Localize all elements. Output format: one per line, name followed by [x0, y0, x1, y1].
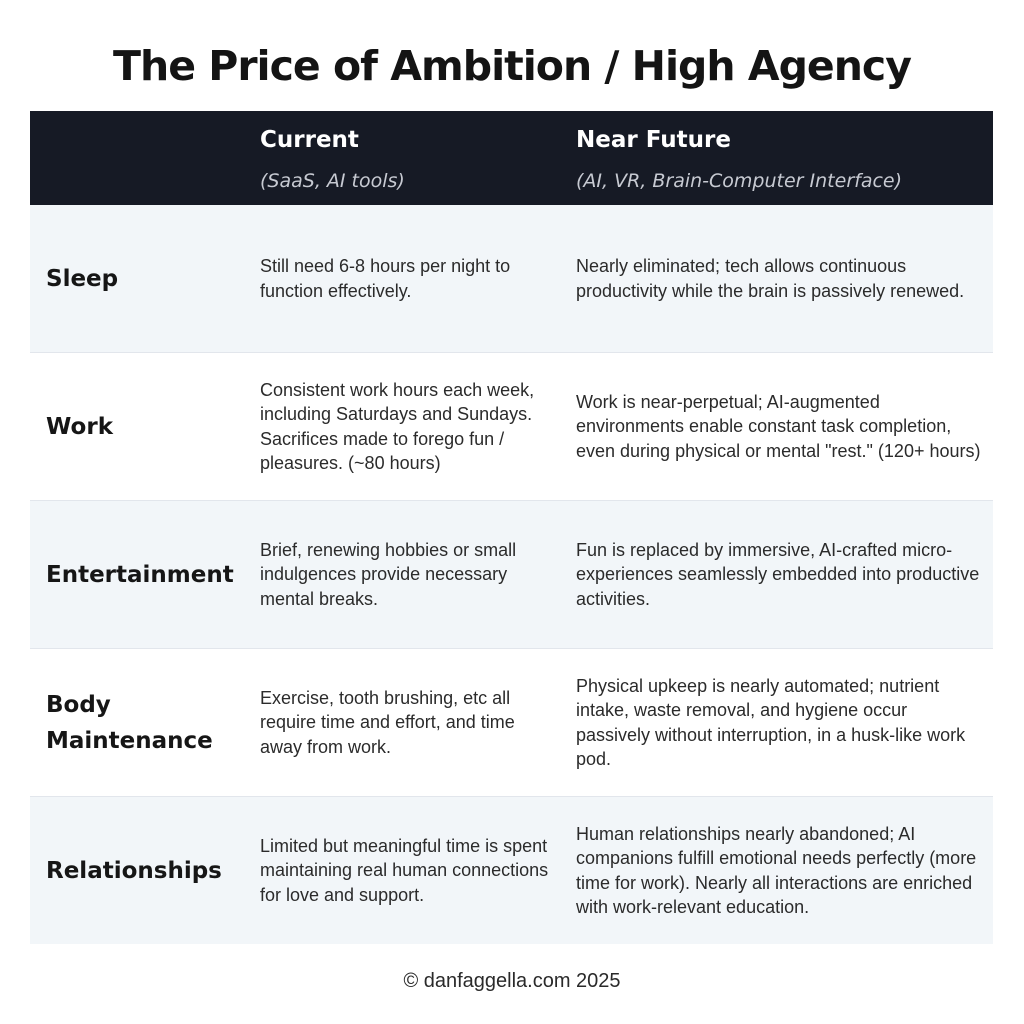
- column-subtitle-near-future: (AI, VR, Brain-Computer Interface): [576, 170, 903, 192]
- table-row-relationships: Relationships Limited but meaningful tim…: [30, 797, 993, 944]
- cell-current: Exercise, tooth brushing, etc all requir…: [260, 687, 515, 757]
- copyright-footer: © danfaggella.com 2025: [403, 970, 621, 992]
- cell-current: Consistent work hours each week, includi…: [260, 379, 535, 474]
- table-header: Current (SaaS, AI tools) Near Future (AI…: [30, 111, 993, 205]
- cell-near-future: Work is near-perpetual; AI-augmented env…: [576, 391, 981, 461]
- table-row-sleep: Sleep Still need 6-8 hours per night to …: [30, 205, 993, 353]
- table-row-entertainment: Entertainment Brief, renewing hobbies or…: [30, 501, 993, 649]
- row-label: Work: [46, 413, 113, 440]
- cell-near-future: Fun is replaced by immersive, AI-crafted…: [576, 539, 980, 609]
- row-label: Entertainment: [46, 561, 234, 588]
- table-row-work: Work Consistent work hours each week, in…: [30, 353, 993, 501]
- cell-near-future: Nearly eliminated; tech allows continuou…: [576, 256, 965, 301]
- column-title-current: Current: [260, 127, 359, 153]
- cell-current: Limited but meaningful time is spent mai…: [260, 835, 549, 905]
- row-label: Relationships: [46, 857, 222, 884]
- row-label: Body Maintenance: [46, 691, 213, 754]
- page-title: The Price of Ambition / High Agency: [113, 42, 912, 90]
- column-header-near-future: Near Future (AI, VR, Brain-Computer Inte…: [576, 125, 902, 194]
- comparison-table: Current (SaaS, AI tools) Near Future (AI…: [30, 111, 993, 944]
- cell-near-future: Human relationships nearly abandoned; AI…: [576, 823, 977, 918]
- table-row-body-maintenance: Body Maintenance Exercise, tooth brushin…: [30, 649, 993, 797]
- column-header-current: Current (SaaS, AI tools): [260, 125, 405, 194]
- column-subtitle-current: (SaaS, AI tools): [260, 170, 405, 192]
- cell-near-future: Physical upkeep is nearly automated; nut…: [576, 675, 966, 770]
- cell-current: Still need 6-8 hours per night to functi…: [260, 256, 511, 301]
- cell-current: Brief, renewing hobbies or small indulge…: [260, 539, 517, 609]
- row-label: Sleep: [46, 265, 119, 292]
- column-title-near-future: Near Future: [576, 127, 731, 153]
